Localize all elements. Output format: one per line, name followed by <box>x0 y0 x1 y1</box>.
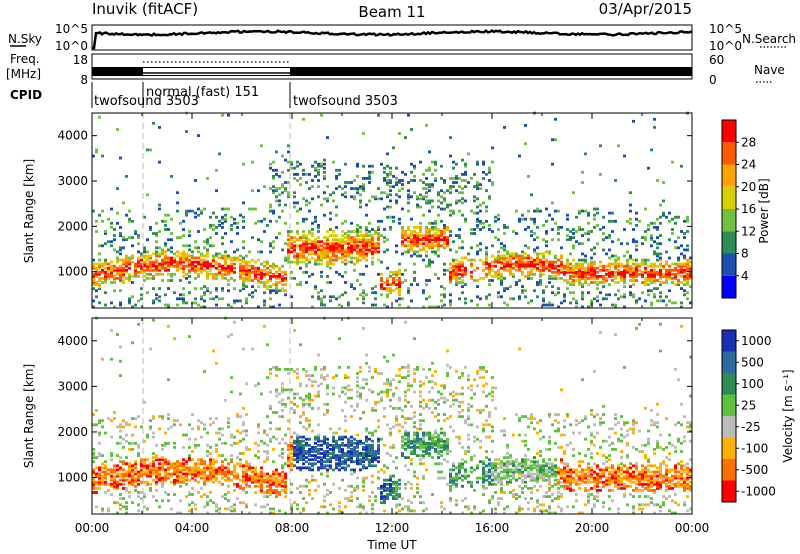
power-colorbar-label: Power [dB] <box>757 178 771 243</box>
colorbar-tick: 24 <box>741 158 756 172</box>
colorbar-tick: -100 <box>741 441 768 455</box>
freq-label: Freq. <box>10 52 40 66</box>
xtick-label: 08:00 <box>275 521 310 535</box>
power-panel: 1000 2000 3000 4000 Slant Range [km] 4 8 12 16… <box>22 111 771 309</box>
cpid-segment-1: twofsound 3503 <box>94 94 199 109</box>
nave-label: Nave <box>754 63 785 77</box>
colorbar-tick: 12 <box>741 224 756 238</box>
noise-panel: 10^5 10^0 10^5 10^0 N.Sky N.Search <box>8 22 796 53</box>
time-xlabel: Time UT <box>366 538 417 552</box>
freq-right-top-tick: 60 <box>709 53 724 67</box>
beam-title: Beam 11 <box>358 3 425 21</box>
power-data <box>92 111 692 309</box>
noise-right-bottom-tick: 10^0 <box>709 39 742 53</box>
ytick-label: 2000 <box>57 219 88 233</box>
noise-sky-line <box>92 29 693 50</box>
ytick-label: 2000 <box>57 425 88 439</box>
xtick-label: 00:00 <box>75 521 110 535</box>
nsky-label: N.Sky <box>8 32 42 46</box>
cpid-label: CPID <box>10 88 42 102</box>
xtick-label: 00:00 <box>675 521 710 535</box>
ytick-label: 1000 <box>57 471 88 485</box>
ytick-label: 3000 <box>57 379 88 393</box>
xtick-label: 20:00 <box>575 521 610 535</box>
colorbar-tick: 500 <box>741 355 764 369</box>
nsearch-label: N.Search <box>742 32 796 46</box>
xtick-label: 04:00 <box>175 521 210 535</box>
freq-right-bottom-tick: 0 <box>709 73 717 87</box>
ytick-label: 3000 <box>57 174 88 188</box>
colorbar-tick: 25 <box>741 398 756 412</box>
xtick-label: 12:00 <box>375 521 410 535</box>
colorbar-tick: -500 <box>741 463 768 477</box>
colorbar-tick: 4 <box>741 269 749 283</box>
velocity-colorbar: 1000 500 100 25 -25 -100 -500 -1000 <box>721 329 776 503</box>
velocity-colorbar-label: Velocity [m s⁻¹] <box>781 369 795 462</box>
noise-left-top-tick: 10^5 <box>55 22 88 36</box>
colorbar-tick: -25 <box>741 420 761 434</box>
noise-right-top-tick: 10^5 <box>709 22 742 36</box>
frequency-band <box>92 67 692 76</box>
velocity-panel: 1000 2000 3000 4000 00:00 04:00 08:00 12:00 16:0… <box>22 316 795 552</box>
velocity-ylabel: Slant Range [km] <box>22 364 36 468</box>
cpid-panel: CPID twofsound 3503 normal (fast) 151 tw… <box>10 82 398 109</box>
colorbar-tick: 16 <box>741 202 756 216</box>
date-title: 03/Apr/2015 <box>599 0 692 18</box>
frequency-panel: 18 8 60 0 Freq. [MHz] Nave <box>6 52 785 87</box>
power-colorbar: 4 8 12 16 20 24 28 <box>721 119 756 299</box>
freq-left-bottom-tick: 8 <box>80 73 88 87</box>
colorbar-tick: 28 <box>741 135 756 149</box>
colorbar-tick: 1000 <box>741 334 772 348</box>
power-ylabel: Slant Range [km] <box>22 159 36 263</box>
ytick-label: 4000 <box>57 129 88 143</box>
freq-unit-label: [MHz] <box>6 67 41 81</box>
colorbar-tick: 8 <box>741 247 749 261</box>
station-title: Inuvik (fitACF) <box>92 0 198 18</box>
colorbar-tick: -1000 <box>741 484 776 498</box>
noise-left-bottom-tick: 10^0 <box>55 39 88 53</box>
xtick-label: 16:00 <box>475 521 510 535</box>
colorbar-tick: 20 <box>741 180 756 194</box>
cpid-segment-3: twofsound 3503 <box>293 94 398 109</box>
velocity-data <box>92 316 692 515</box>
cpid-segment-2: normal (fast) 151 <box>146 85 259 100</box>
colorbar-tick: 100 <box>741 377 764 391</box>
freq-left-top-tick: 18 <box>73 53 88 67</box>
ytick-label: 1000 <box>57 265 88 279</box>
ytick-label: 4000 <box>57 334 88 348</box>
